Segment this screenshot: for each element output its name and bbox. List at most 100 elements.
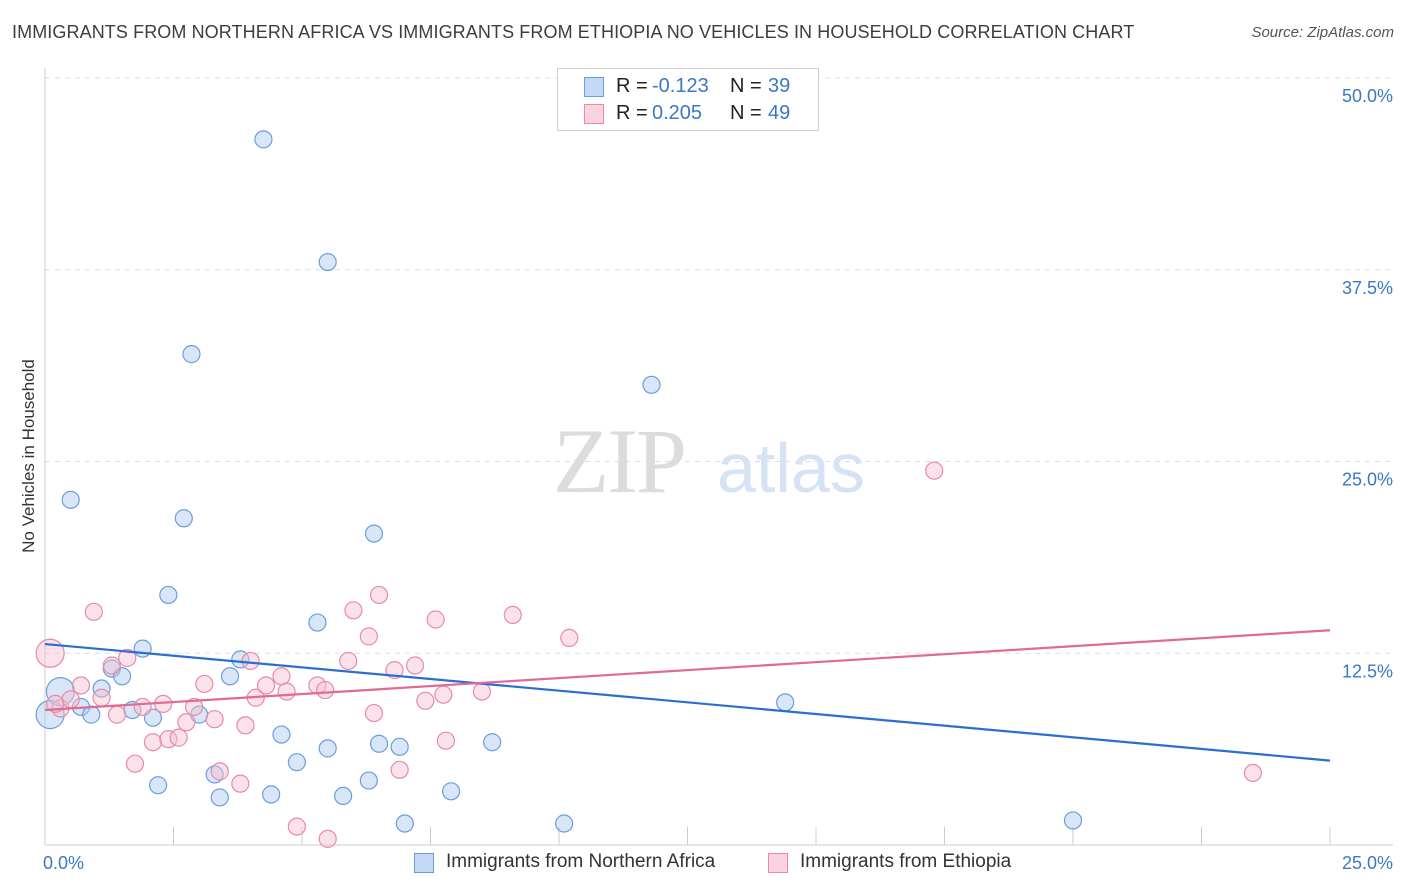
data-point-ethiopia (316, 680, 335, 700)
data-point-ethiopia (236, 716, 255, 735)
y-tick-label: 12.5% (1342, 661, 1393, 681)
data-point-northern-africa (483, 733, 502, 752)
legend-label: Immigrants from Ethiopia (800, 851, 1012, 872)
y-tick-label: 50.0% (1342, 86, 1393, 106)
data-point-northern-africa (318, 252, 337, 272)
data-point-northern-africa (82, 705, 101, 724)
data-point-northern-africa (359, 771, 378, 790)
data-point-northern-africa (334, 786, 353, 806)
trend-line-ethiopia (44, 629, 1331, 712)
data-point-ethiopia (434, 685, 453, 704)
data-point-ethiopia (169, 728, 188, 747)
data-point-ethiopia (560, 628, 579, 648)
data-point-ethiopia (71, 676, 91, 695)
legend-swatch-pink (768, 853, 788, 873)
trend-lines (44, 629, 1331, 762)
data-point-ethiopia (359, 627, 378, 646)
source-label: Source: ZipAtlas.com (1251, 24, 1394, 41)
data-point-ethiopia (277, 682, 296, 701)
data-point-ethiopia (344, 601, 363, 620)
x-tick-labels: 0.0% 25.0% (43, 853, 1393, 873)
data-point-ethiopia (125, 754, 145, 773)
data-point-northern-africa (441, 782, 461, 801)
data-point-ethiopia (231, 774, 250, 793)
x-tick-label: 25.0% (1342, 853, 1393, 873)
watermark-atlas: atlas (717, 429, 865, 507)
data-point-ethiopia (472, 682, 491, 701)
y-tick-label: 25.0% (1342, 470, 1393, 490)
y-tick-labels: 12.5% 25.0% 37.5% 50.0% (1342, 86, 1393, 681)
legend-swatch-pink (584, 104, 604, 124)
data-point-ethiopia (102, 656, 121, 675)
data-point-northern-africa (776, 693, 795, 712)
data-point-northern-africa (555, 814, 574, 833)
data-point-northern-africa (308, 613, 327, 632)
r-label: R = (616, 102, 648, 124)
data-point-ethiopia (287, 817, 306, 836)
data-points (35, 130, 1263, 848)
chart-title: IMMIGRANTS FROM NORTHERN AFRICA VS IMMIG… (12, 22, 1135, 42)
correlation-legend: R = -0.123 N = 39 R = 0.205 N = 49 (557, 68, 819, 131)
data-point-ethiopia (390, 760, 409, 779)
r-label: R = (616, 75, 648, 97)
data-point-ethiopia (92, 688, 111, 707)
data-point-northern-africa (287, 753, 306, 772)
data-point-northern-africa (148, 776, 168, 795)
data-point-northern-africa (220, 667, 240, 686)
data-point-ethiopia (318, 829, 337, 848)
n-label: N = (730, 102, 762, 124)
data-point-ethiopia (405, 656, 425, 675)
watermark: ZIP atlas (553, 410, 865, 512)
data-point-ethiopia (925, 461, 944, 480)
data-point-ethiopia (210, 762, 229, 781)
data-point-northern-africa (159, 585, 178, 605)
grid-lines (45, 77, 1390, 654)
data-point-northern-africa (182, 345, 201, 364)
data-point-northern-africa (395, 814, 414, 833)
n-value: 39 (768, 75, 791, 97)
data-point-northern-africa (390, 737, 409, 756)
data-point-northern-africa (364, 524, 384, 543)
data-point-northern-africa (133, 639, 152, 658)
watermark-zip: ZIP (553, 410, 685, 512)
data-point-ethiopia (84, 602, 103, 621)
legend-label: Immigrants from Northern Africa (446, 851, 716, 872)
data-point-northern-africa (272, 725, 291, 744)
data-point-ethiopia (143, 733, 163, 752)
data-point-ethiopia (256, 676, 276, 695)
trend-line-northern-africa (44, 642, 1331, 762)
n-value: 49 (768, 102, 791, 124)
data-point-northern-africa (262, 785, 281, 804)
data-point-northern-africa (370, 734, 389, 753)
data-point-ethiopia (426, 610, 445, 629)
data-point-ethiopia (133, 697, 152, 717)
legend-swatch-blue (584, 77, 604, 97)
data-point-northern-africa (92, 679, 111, 698)
n-label: N = (730, 75, 762, 97)
data-point-ethiopia (416, 691, 435, 710)
y-axis-label: No Vehicles in Household (19, 359, 38, 553)
data-point-northern-africa (318, 739, 337, 758)
data-point-ethiopia (436, 731, 456, 750)
data-point-ethiopia (370, 585, 389, 605)
y-tick-label: 37.5% (1342, 278, 1393, 298)
data-point-northern-africa (61, 490, 80, 509)
data-point-ethiopia (107, 705, 127, 724)
data-point-ethiopia (1243, 763, 1263, 783)
data-point-ethiopia (205, 710, 224, 729)
data-point-ethiopia (118, 648, 137, 667)
legend-swatch-blue (414, 853, 434, 873)
r-value: 0.205 (652, 102, 703, 124)
data-point-northern-africa (174, 509, 193, 528)
data-point-northern-africa (642, 375, 661, 394)
data-point-northern-africa (205, 765, 224, 784)
data-point-ethiopia (195, 674, 214, 694)
data-point-ethiopia (339, 651, 358, 671)
data-point-northern-africa (254, 130, 273, 149)
data-point-ethiopia (241, 651, 260, 671)
data-point-ethiopia (503, 605, 522, 625)
x-tick-label: 0.0% (43, 853, 84, 873)
r-value: -0.123 (652, 75, 709, 97)
axes (44, 68, 1393, 846)
